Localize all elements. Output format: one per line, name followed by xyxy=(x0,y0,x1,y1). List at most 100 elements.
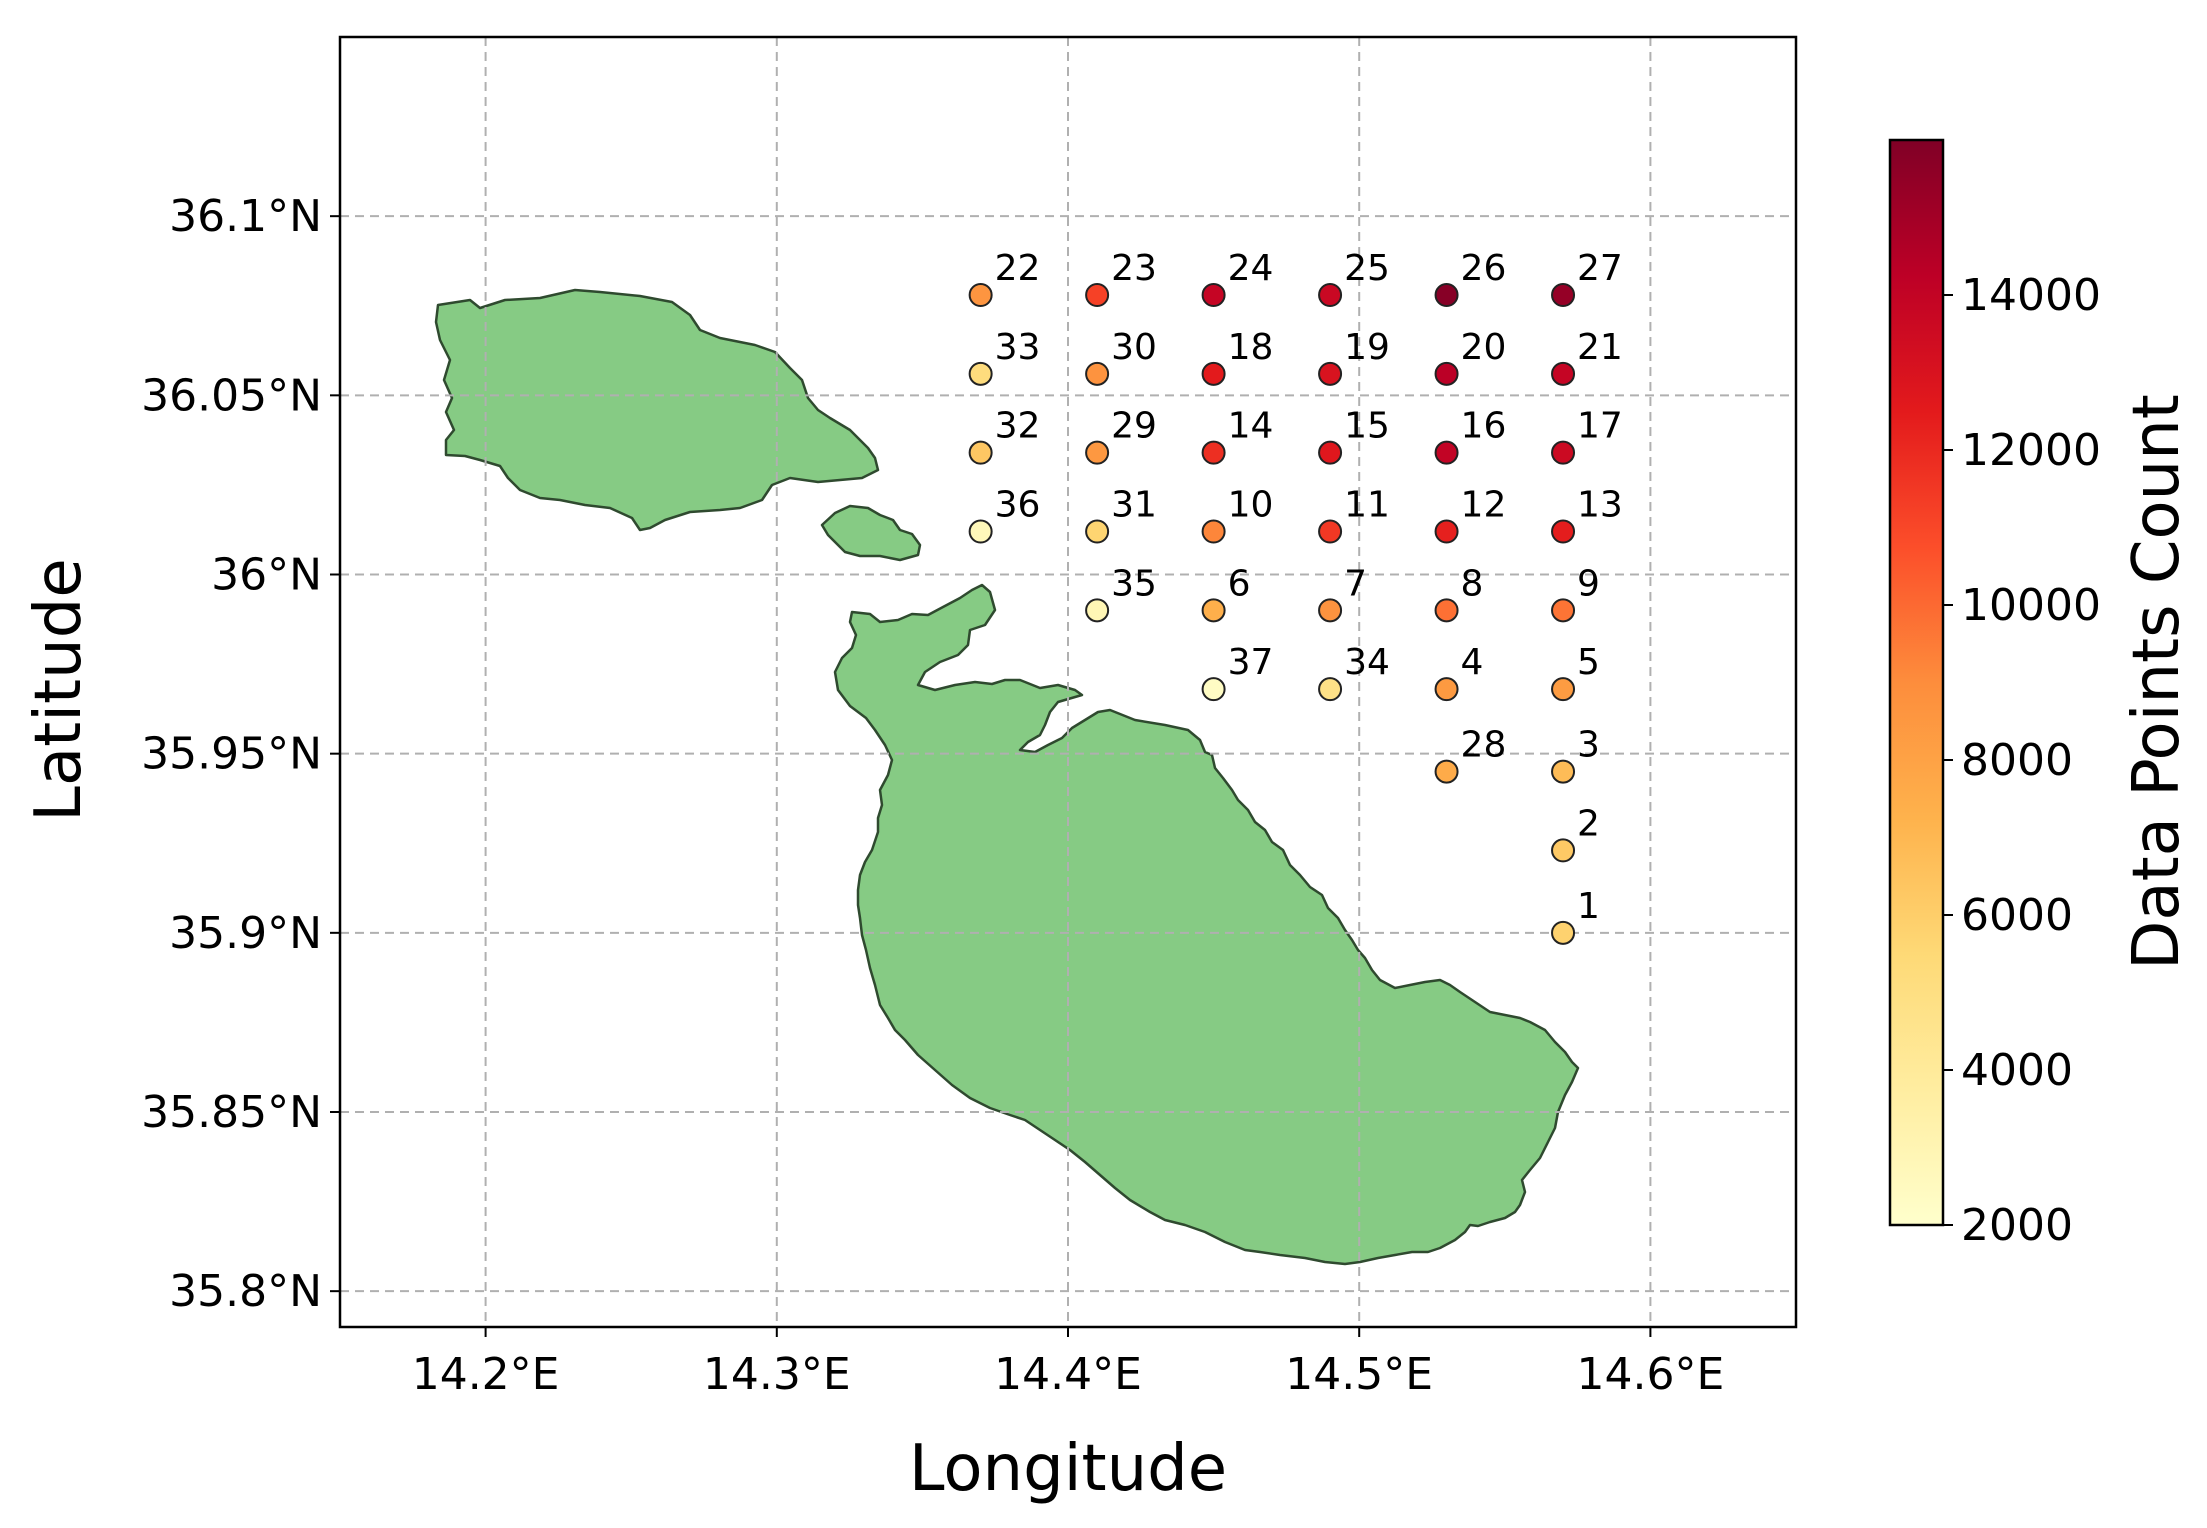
station-point-10 xyxy=(1201,519,1226,544)
station-point-6 xyxy=(1201,598,1226,623)
station-label-27: 27 xyxy=(1577,248,1623,289)
station-label-32: 32 xyxy=(995,406,1041,447)
station-label-13: 13 xyxy=(1577,485,1623,526)
station-point-30 xyxy=(1085,361,1110,386)
station-label-19: 19 xyxy=(1344,327,1390,368)
station-point-12 xyxy=(1434,519,1459,544)
station-point-23 xyxy=(1085,283,1110,307)
station-point-21 xyxy=(1551,361,1576,386)
colorbar-tick-label: 8000 xyxy=(1961,735,2073,786)
station-label-21: 21 xyxy=(1577,327,1623,368)
station-label-8: 8 xyxy=(1461,563,1484,604)
station-label-31: 31 xyxy=(1111,485,1157,526)
station-label-36: 36 xyxy=(995,485,1041,526)
x-tick-label: 14.5°E xyxy=(1285,1349,1433,1400)
station-point-22 xyxy=(968,283,993,307)
y-tick-label: 36°N xyxy=(211,550,322,601)
station-label-12: 12 xyxy=(1461,485,1507,526)
station-label-17: 17 xyxy=(1577,406,1623,447)
y-tick-label: 35.85°N xyxy=(141,1087,322,1138)
station-point-27 xyxy=(1551,283,1576,307)
station-label-37: 37 xyxy=(1228,642,1274,683)
y-axis-title: Latitude xyxy=(22,558,96,821)
gridlines xyxy=(340,37,1796,1327)
station-label-15: 15 xyxy=(1344,406,1390,447)
station-point-1 xyxy=(1551,920,1576,945)
station-point-15 xyxy=(1318,440,1343,465)
x-tick-label: 14.4°E xyxy=(994,1349,1142,1400)
station-point-24 xyxy=(1201,283,1226,307)
malta-island xyxy=(833,583,1580,1266)
station-point-18 xyxy=(1201,361,1226,386)
station-point-3 xyxy=(1551,759,1576,784)
station-label-7: 7 xyxy=(1344,563,1367,604)
station-point-11 xyxy=(1318,519,1343,544)
station-point-28 xyxy=(1434,759,1459,784)
colorbar xyxy=(1888,138,1945,1227)
colorbar-title: Data Points Count xyxy=(2120,394,2194,970)
station-label-22: 22 xyxy=(995,248,1041,289)
station-label-16: 16 xyxy=(1461,406,1507,447)
station-point-13 xyxy=(1551,519,1576,544)
station-point-7 xyxy=(1318,598,1343,623)
x-axis-title: Longitude xyxy=(909,1432,1227,1506)
station-label-24: 24 xyxy=(1228,248,1274,289)
colorbar-tick-label: 14000 xyxy=(1961,270,2101,321)
station-label-20: 20 xyxy=(1461,327,1507,368)
station-point-35 xyxy=(1085,598,1110,623)
station-point-31 xyxy=(1085,519,1110,544)
station-label-4: 4 xyxy=(1461,642,1484,683)
colorbar-tick-label: 6000 xyxy=(1961,890,2073,941)
station-point-19 xyxy=(1318,361,1343,386)
station-label-14: 14 xyxy=(1228,406,1274,447)
station-label-18: 18 xyxy=(1228,327,1274,368)
colorbar-tick-label: 12000 xyxy=(1961,425,2101,476)
station-point-14 xyxy=(1201,440,1226,465)
colorbar-tick-label: 4000 xyxy=(1961,1045,2073,1096)
colorbar-ticks: 2000 4000 6000 8000 10000 12000 14000 xyxy=(1943,270,2101,1251)
land-layer xyxy=(434,288,1580,1266)
station-point-32 xyxy=(968,440,993,465)
station-label-9: 9 xyxy=(1577,563,1600,604)
station-label-25: 25 xyxy=(1344,248,1390,289)
station-label-23: 23 xyxy=(1111,248,1157,289)
y-tick-label: 35.95°N xyxy=(141,729,322,780)
x-tick-label: 14.6°E xyxy=(1577,1349,1725,1400)
station-point-34 xyxy=(1318,677,1343,702)
station-label-30: 30 xyxy=(1111,327,1157,368)
station-point-25 xyxy=(1318,283,1343,307)
station-point-8 xyxy=(1434,598,1459,623)
station-label-35: 35 xyxy=(1111,563,1157,604)
station-label-3: 3 xyxy=(1577,725,1600,766)
station-point-36 xyxy=(968,519,993,544)
station-label-1: 1 xyxy=(1577,886,1600,927)
station-point-17 xyxy=(1551,440,1576,465)
station-point-29 xyxy=(1085,440,1110,465)
station-label-11: 11 xyxy=(1344,485,1390,526)
station-point-2 xyxy=(1551,838,1576,863)
station-label-2: 2 xyxy=(1577,803,1600,844)
station-label-28: 28 xyxy=(1461,725,1507,766)
comino-island xyxy=(820,504,922,562)
station-point-37 xyxy=(1201,677,1226,702)
station-point-9 xyxy=(1551,598,1576,623)
x-tick-label: 14.3°E xyxy=(703,1349,851,1400)
station-point-20 xyxy=(1434,361,1459,386)
x-axis-ticks: 14.2°E 14.3°E 14.4°E 14.5°E 14.6°E xyxy=(412,1327,1725,1400)
x-tick-label: 14.2°E xyxy=(412,1349,560,1400)
y-axis-ticks: 35.8°N 35.85°N 35.9°N 35.95°N 36°N 36.05°N 36.… xyxy=(141,191,340,1317)
station-point-33 xyxy=(968,361,993,386)
station-point-26 xyxy=(1434,283,1459,307)
colorbar-tick-label: 2000 xyxy=(1961,1200,2073,1251)
station-label-29: 29 xyxy=(1111,406,1157,447)
station-point-5 xyxy=(1551,677,1576,702)
colorbar-tick-label: 10000 xyxy=(1961,580,2101,631)
station-label-33: 33 xyxy=(995,327,1041,368)
station-label-5: 5 xyxy=(1577,642,1600,683)
station-label-26: 26 xyxy=(1461,248,1507,289)
y-tick-label: 35.9°N xyxy=(169,908,322,959)
station-point-4 xyxy=(1434,677,1459,702)
station-label-10: 10 xyxy=(1228,485,1274,526)
